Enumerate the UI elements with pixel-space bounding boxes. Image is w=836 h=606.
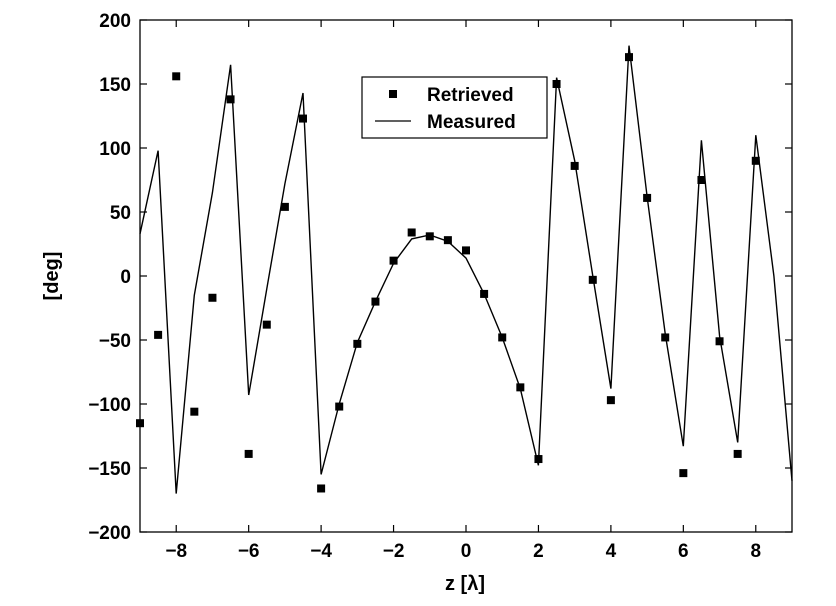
retrieved-point (208, 293, 217, 302)
retrieved-point (353, 339, 362, 348)
x-tick-label: −8 (165, 541, 187, 562)
retrieved-point (679, 469, 688, 478)
retrieved-point (136, 419, 144, 428)
legend-measured-label: Measured (427, 112, 516, 133)
retrieved-point (498, 333, 507, 342)
retrieved-point (299, 114, 307, 123)
retrieved-point (588, 275, 597, 284)
plot-area (136, 45, 793, 494)
x-axis-label: z [λ] (445, 573, 485, 595)
y-tick-label: −50 (99, 331, 131, 352)
x-tick-label: 2 (533, 541, 544, 562)
retrieved-point (480, 289, 489, 298)
x-tick-label: 6 (678, 541, 689, 562)
y-tick-label: −150 (88, 459, 131, 480)
retrieved-point (154, 330, 163, 339)
retrieved-point (317, 484, 326, 493)
y-tick-label: 100 (99, 139, 131, 160)
legend-box (361, 76, 548, 139)
retrieved-point (244, 449, 253, 458)
legend-retrieved-label: Retrieved (427, 85, 514, 106)
x-tick-label: 8 (750, 541, 761, 562)
x-tick-label: −4 (310, 541, 332, 562)
retrieved-point (335, 402, 344, 411)
retrieved-point (280, 202, 289, 211)
legend-retrieved-marker (389, 90, 397, 98)
retrieved-point (534, 455, 543, 464)
x-tick-label: −2 (383, 541, 405, 562)
retrieved-point (462, 246, 470, 255)
retrieved-point (697, 176, 706, 184)
legend: Retrieved Measured (361, 76, 548, 139)
retrieved-point (606, 396, 615, 405)
measured-series-line (139, 45, 793, 494)
retrieved-point (262, 320, 271, 329)
x-tick-label: 4 (606, 541, 617, 562)
retrieved-point (407, 228, 416, 237)
retrieved-point (570, 161, 579, 170)
retrieved-point (552, 80, 561, 88)
y-tick-label: 0 (120, 267, 131, 288)
retrieved-point (625, 53, 633, 62)
y-tick-label: 50 (110, 203, 131, 224)
retrieved-point (661, 333, 670, 342)
retrieved-point (371, 297, 380, 306)
y-axis-label: [deg] (41, 252, 63, 301)
retrieved-point (516, 383, 525, 392)
retrieved-point (190, 407, 199, 416)
y-tick-label: −100 (88, 395, 131, 416)
retrieved-point (733, 449, 742, 458)
retrieved-point (715, 337, 724, 346)
y-tick-label: 150 (99, 75, 131, 96)
retrieved-point (425, 232, 434, 241)
retrieved-point (443, 236, 452, 245)
retrieved-point (751, 156, 760, 165)
x-tick-label: −6 (238, 541, 260, 562)
y-tick-label: 200 (99, 11, 131, 32)
retrieved-point (172, 72, 181, 81)
retrieved-point (226, 95, 235, 104)
x-tick-label: 0 (461, 541, 472, 562)
retrieved-point (389, 256, 398, 265)
retrieved-point (643, 193, 652, 202)
y-tick-label: −200 (88, 523, 131, 544)
